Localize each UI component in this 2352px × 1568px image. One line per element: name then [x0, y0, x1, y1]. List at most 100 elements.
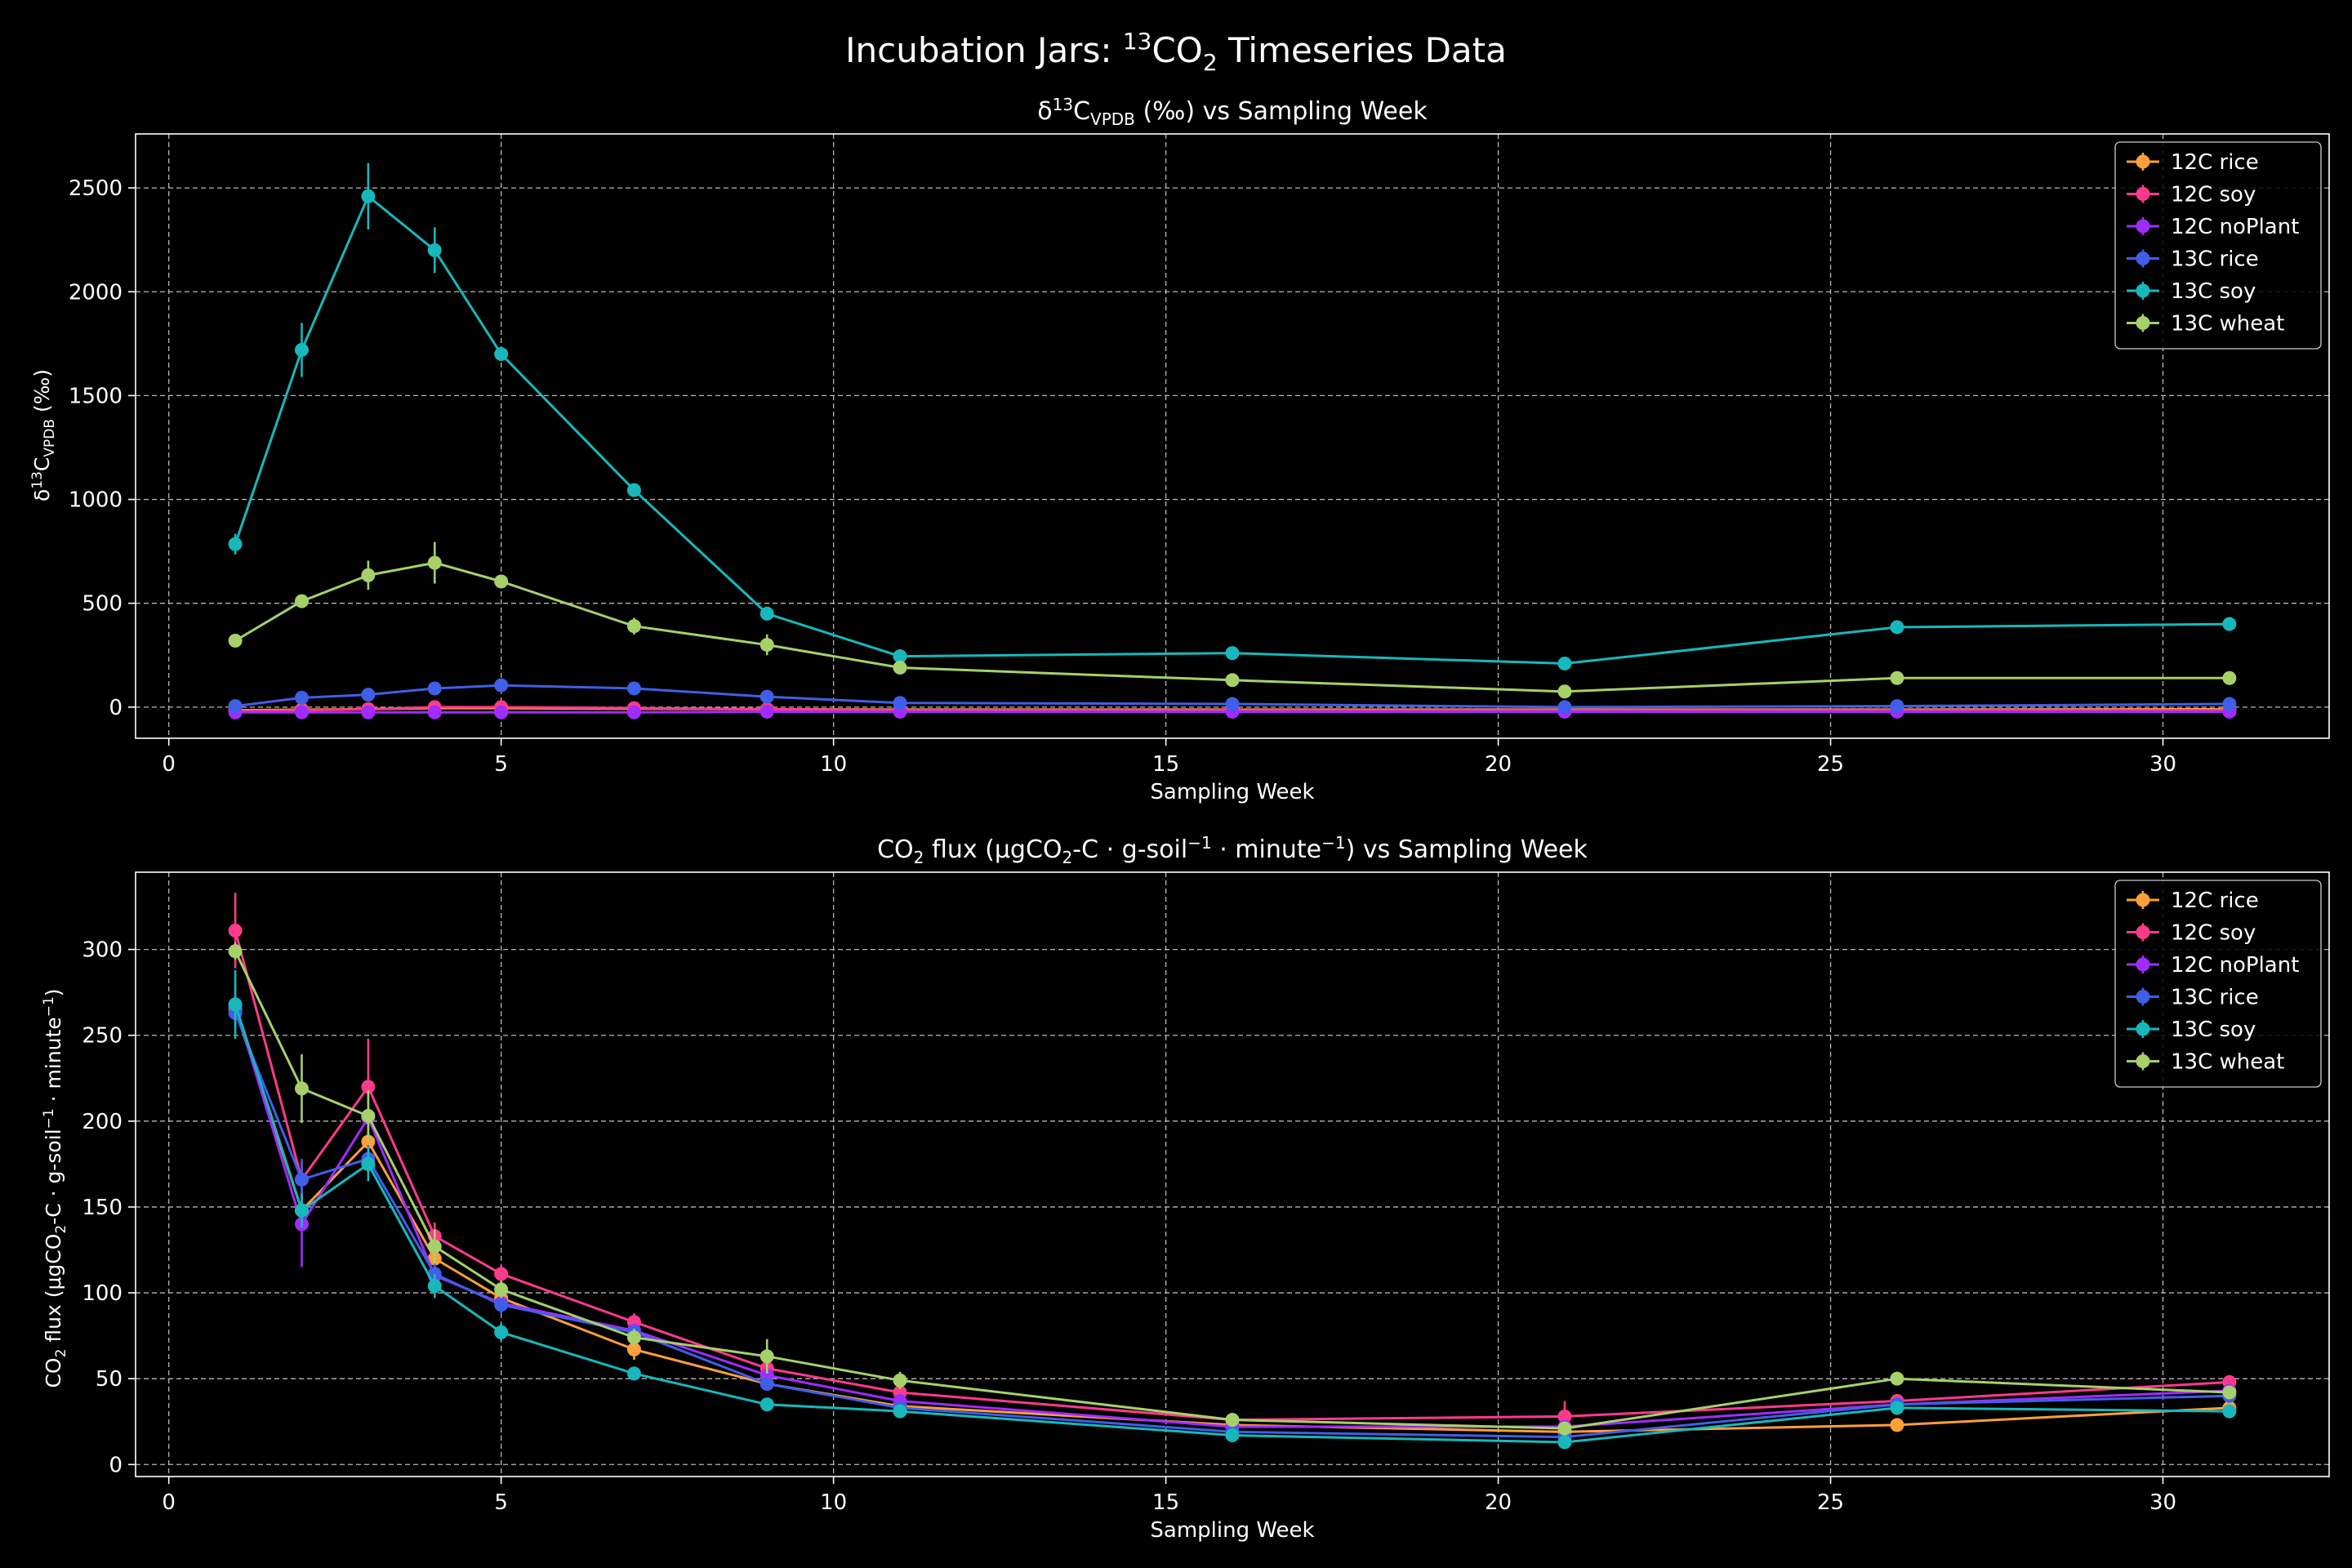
co2-flux-series-line [234, 1004, 2230, 1444]
co2-flux-legend-label: 12C soy [2171, 921, 2256, 946]
delta13c-data-point [893, 649, 907, 664]
co2-flux-data-point [1890, 1401, 1904, 1415]
co2-flux-x-axis-label: Sampling Week [1150, 1518, 1314, 1543]
delta13c-x-tick-label: 30 [2149, 752, 2176, 777]
co2-flux-series-line [234, 951, 2230, 1430]
delta13c-data-point [893, 661, 907, 675]
delta13c-data-point [294, 594, 309, 608]
delta13c-data-point [626, 681, 641, 696]
co2-flux-data-point [760, 1397, 774, 1412]
co2-flux-y-tick-label: 300 [82, 938, 122, 963]
delta13c-data-point [1890, 670, 1904, 685]
co2-flux-data-point [1225, 1413, 1240, 1428]
delta13c-data-point [1890, 620, 1904, 635]
co2-flux-y-tick-label: 150 [82, 1196, 122, 1220]
delta13c-data-point [1225, 673, 1240, 688]
co2-flux-x-tick-label: 20 [1485, 1490, 1512, 1515]
delta13c-data-point [294, 342, 309, 357]
delta13c-series-13c-rice [228, 678, 2237, 715]
co2-flux-legend-marker [2136, 1054, 2150, 1068]
delta13c-data-point [494, 574, 509, 589]
delta13c-data-point [626, 483, 641, 497]
delta13c-data-point [760, 638, 774, 653]
delta13c-data-point [760, 689, 774, 704]
co2-flux-data-point [494, 1282, 509, 1297]
delta13c-x-tick-label: 0 [162, 752, 176, 777]
delta13c-series-line [235, 710, 2230, 714]
delta13c-data-point [1890, 699, 1904, 714]
co2-flux-data-point [626, 1342, 641, 1356]
co2-flux-data-point [1890, 1371, 1904, 1386]
delta13c-data-point [1225, 646, 1240, 661]
delta13c-data-point [760, 606, 774, 621]
delta13c-data-point [361, 568, 376, 582]
co2-flux-legend-marker [2136, 893, 2150, 907]
delta13c-data-point [626, 705, 641, 719]
co2-flux-data-point [228, 944, 243, 959]
delta13c-legend-label: 12C rice [2171, 150, 2259, 175]
co2-flux-data-point [228, 997, 243, 1012]
co2-flux-x-tick-label: 25 [1817, 1490, 1844, 1515]
delta13c-series-line [234, 561, 2230, 693]
co2-flux-y-tick-label: 200 [82, 1110, 122, 1134]
co2-flux-data-point [294, 1172, 309, 1187]
delta13c-legend-marker [2136, 154, 2150, 169]
co2-flux-y-tick-label: 100 [82, 1281, 122, 1306]
delta13c-data-point [294, 705, 309, 719]
co2-flux-axes-frame [135, 871, 2330, 1477]
delta13c-legend-marker [2136, 187, 2150, 201]
delta13c-data-point [1557, 700, 1572, 715]
delta13c-data-point [494, 678, 509, 693]
co2-flux-data-point [893, 1404, 907, 1419]
delta13c-y-tick-label: 2500 [69, 176, 122, 201]
delta13c-plot-area: 0 5 10 15 20 25 30 0 500 1000 1500 2000 2500 12C rice… [69, 133, 2330, 777]
co2-flux-data-point [228, 923, 243, 938]
delta13c-legend-label: 13C wheat [2171, 312, 2284, 336]
delta13c-y-tick-label: 2000 [69, 280, 122, 305]
delta13c-legend-box [2114, 141, 2322, 350]
co2-flux-panel: CO2 flux (μgCO2-C · g-soil−1 · minute−1)… [41, 833, 2330, 1543]
delta13c-legend-marker [2136, 316, 2150, 330]
co2-flux-data-point [1557, 1435, 1572, 1450]
delta13c-y-tick-label: 0 [109, 696, 122, 720]
co2-flux-x-tick-label: 5 [494, 1490, 508, 1515]
delta13c-legend-marker [2136, 219, 2150, 234]
co2-flux-legend-label: 13C wheat [2171, 1050, 2284, 1075]
co2-flux-data-point [427, 1239, 442, 1254]
delta13c-legend-label: 13C rice [2171, 247, 2259, 272]
delta13c-data-point [2222, 617, 2237, 631]
delta13c-data-point [427, 243, 442, 257]
delta13c-series-line [234, 684, 2230, 709]
figure-title: Incubation Jars: 13CO2 Timeseries Data [845, 28, 1507, 76]
co2-flux-data-point [494, 1298, 509, 1312]
co2-flux-x-tick-label: 15 [1152, 1490, 1179, 1515]
co2-flux-series-line [234, 1012, 2230, 1439]
delta13c-series-13c-wheat [228, 541, 2237, 699]
delta13c-panel-title: δ13CVPDB (‰) vs Sampling Week [1037, 95, 1428, 129]
co2-flux-x-tick-label: 30 [2149, 1490, 2176, 1515]
delta13c-series-line [234, 194, 2230, 665]
delta13c-y-tick-label: 1500 [69, 384, 122, 408]
delta13c-data-point [427, 705, 442, 719]
delta13c-legend-label: 12C noPlant [2171, 215, 2299, 239]
delta13c-data-point [760, 704, 774, 719]
co2-flux-data-point [626, 1330, 641, 1345]
delta13c-y-axis-label: δ13CVPDB (‰) [29, 369, 58, 501]
co2-flux-data-point [626, 1366, 641, 1381]
co2-flux-legend-label: 13C rice [2171, 986, 2259, 1010]
delta13c-data-point [361, 688, 376, 702]
delta13c-legend-label: 13C soy [2171, 279, 2256, 304]
co2-flux-data-point [893, 1373, 907, 1388]
co2-flux-series-13c-wheat [228, 942, 2237, 1436]
delta13c-data-point [494, 705, 509, 719]
delta13c-legend: 12C rice 12C soy 12C noPlant 13C rice 13C so… [2114, 141, 2322, 350]
co2-flux-series-13c-soy [228, 969, 2237, 1450]
co2-flux-series-line [234, 930, 2230, 1422]
delta13c-series-line [235, 706, 2230, 713]
co2-flux-panel-title: CO2 flux (μgCO2-C · g-soil−1 · minute−1)… [877, 833, 1588, 867]
co2-flux-legend-marker [2136, 1022, 2150, 1036]
co2-flux-data-point [760, 1349, 774, 1364]
delta13c-y-tick-label: 1000 [69, 488, 122, 513]
delta13c-data-point [494, 347, 509, 362]
